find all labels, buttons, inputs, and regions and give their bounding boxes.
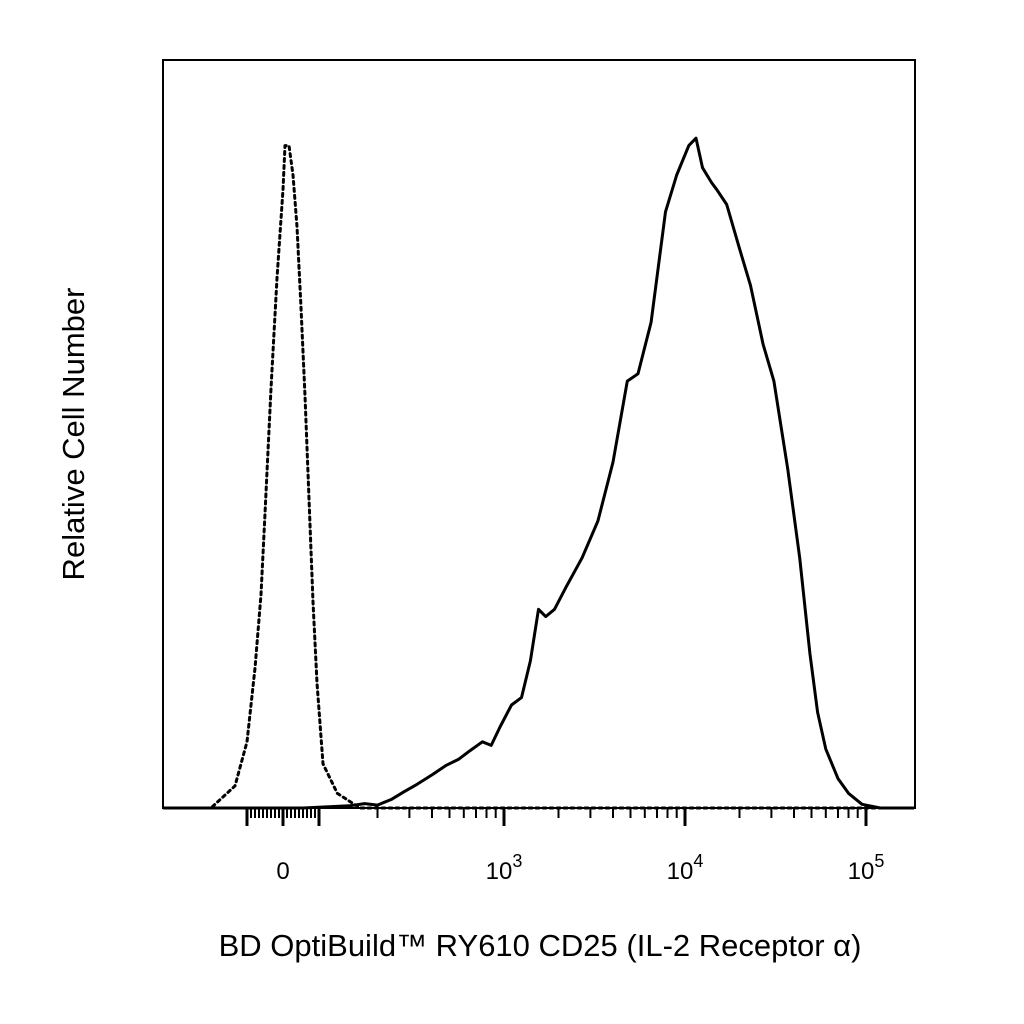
y-axis-label: Relative Cell Number (56, 288, 91, 581)
x-tick-label: 0 (276, 858, 289, 885)
x-tick-label: 105 (848, 851, 885, 885)
x-tick-label: 104 (667, 851, 704, 885)
series-line-1-dotted (162, 144, 916, 810)
series-layer (162, 136, 916, 810)
plot-frame (162, 59, 916, 809)
x-axis-label: BD OptiBuild™ RY610 CD25 (IL-2 Receptor … (219, 928, 862, 963)
x-axis-ticks (245, 808, 868, 826)
x-axis-tick-labels: 0 103 104 105 (276, 851, 884, 885)
x-tick-label: 103 (486, 851, 523, 885)
series-line-2-solid (164, 136, 914, 810)
